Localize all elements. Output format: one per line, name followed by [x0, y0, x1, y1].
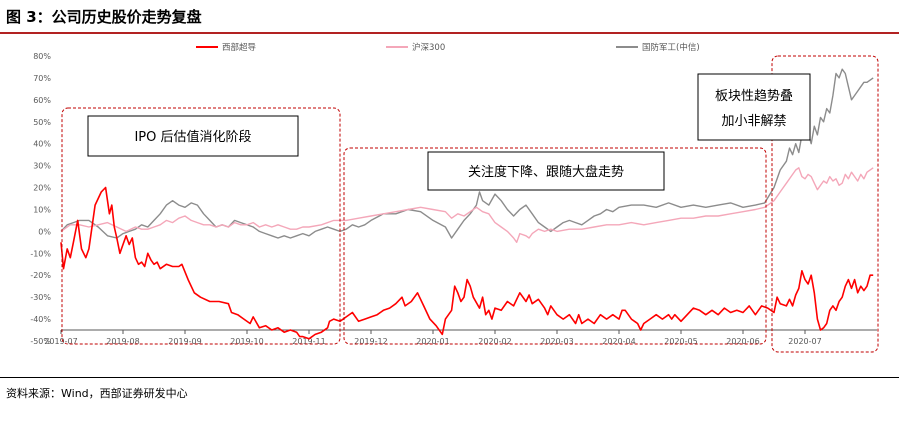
x-tick-label: 2019-08: [106, 337, 139, 346]
x-tick-label: 2020-07: [788, 337, 821, 346]
x-tick-label: 2020-03: [540, 337, 573, 346]
y-tick-label: -30%: [30, 293, 51, 302]
x-tick-label: 2019-09: [168, 337, 201, 346]
x-tick-label: 2019-07: [44, 337, 77, 346]
y-tick-label: 10%: [33, 205, 51, 214]
x-tick-label: 2020-01: [416, 337, 449, 346]
sector-trend-label-box: [697, 73, 811, 141]
legend-label: 西部超导: [222, 42, 257, 53]
sector-trend-region: [771, 55, 879, 353]
x-tick-label: 2020-04: [602, 337, 635, 346]
y-tick-label: -40%: [30, 315, 51, 324]
ipo-phase-label-box: [87, 115, 299, 157]
sector-trend-label-line2: 加小非解禁: [721, 114, 786, 129]
market-follow-label-box: [427, 151, 665, 191]
y-tick-label: 60%: [33, 96, 51, 105]
y-tick-label: 40%: [33, 140, 51, 149]
ipo-phase-label: IPO 后估值消化阶段: [134, 129, 251, 145]
y-axis-ticks: 80% 70% 60% 50% 40% 30% 20% 10% 0% -10% -20% -30% -4…: [30, 52, 51, 346]
x-tick-label: 2019-10: [230, 337, 263, 346]
y-tick-label: 0%: [38, 227, 51, 236]
y-tick-label: 20%: [33, 184, 51, 193]
title-divider: [0, 32, 899, 34]
y-tick-label: 80%: [33, 52, 51, 61]
y-tick-label: -50%: [30, 337, 51, 346]
x-tick-label: 2019-12: [354, 337, 387, 346]
y-tick-label: -20%: [30, 271, 51, 280]
x-tick-label: 2020-06: [726, 337, 759, 346]
x-axis-ticks: 2019-07 2019-08 2019-09 2019-10 2019-11 2019-…: [44, 330, 822, 346]
source-divider: [0, 377, 899, 378]
x-tick-label: 2020-05: [664, 337, 697, 346]
stock-price-chart: 80% 70% 60% 50% 40% 30% 20% 10% 0% -10% -20% -30% -4…: [30, 42, 879, 353]
source-note: 资料来源：Wind，西部证券研发中心: [6, 387, 188, 400]
ipo-phase-region: [61, 107, 341, 345]
market-follow-label: 关注度下降、跟随大盘走势: [468, 164, 624, 180]
y-tick-label: 30%: [33, 162, 51, 171]
x-tick-label: 2019-11: [292, 337, 325, 346]
series-line-0: [60, 186, 874, 340]
market-follow-region: [343, 147, 767, 345]
y-tick-label: -10%: [30, 249, 51, 258]
y-tick-label: 50%: [33, 118, 51, 127]
sector-trend-label-line1: 板块性趋势叠: [715, 88, 793, 104]
figure-title: 图 3：公司历史股价走势复盘: [6, 8, 202, 26]
x-tick-label: 2020-02: [478, 337, 511, 346]
legend: 西部超导 沪深300 国防军工(中信): [196, 42, 700, 53]
y-tick-label: 70%: [33, 74, 51, 83]
series-line-1: [60, 167, 874, 243]
legend-label: 国防军工(中信): [642, 42, 700, 53]
legend-label: 沪深300: [412, 42, 445, 53]
